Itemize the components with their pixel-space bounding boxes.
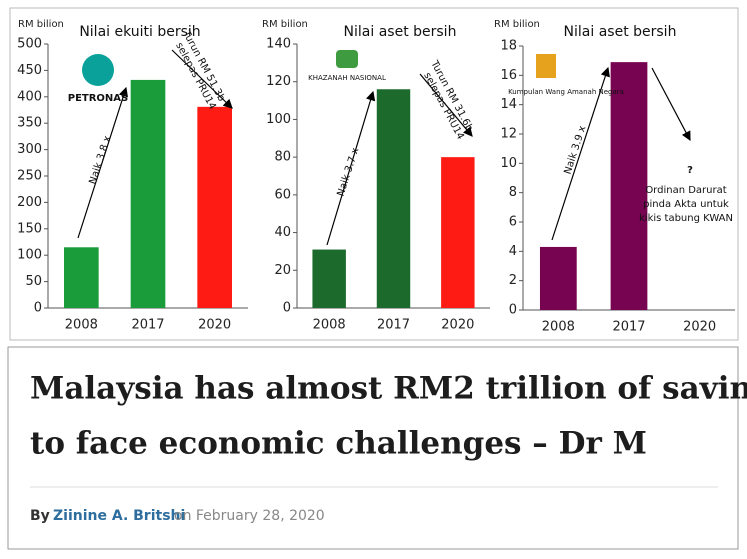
arrow <box>651 67 691 142</box>
byline-prefix: By <box>30 508 50 524</box>
bar <box>539 246 577 310</box>
y-tick-label: 140 <box>266 37 291 52</box>
y-tick-label: 100 <box>17 248 42 263</box>
unit-label: RM bilion <box>262 19 308 30</box>
unit-label: RM bilion <box>494 19 540 30</box>
y-tick-label: 60 <box>274 187 291 202</box>
byline-author: Ziinine A. Britshi <box>53 508 185 524</box>
y-tick-label: 8 <box>509 185 517 200</box>
logo-shape <box>336 50 358 68</box>
arrow <box>326 90 376 246</box>
y-tick-label: 80 <box>274 150 291 165</box>
bar <box>376 89 411 308</box>
chart-title: Nilai aset bersih <box>564 24 677 40</box>
x-tick-label: 2020 <box>441 318 474 333</box>
arrow <box>171 49 233 109</box>
y-tick-label: 120 <box>266 74 291 89</box>
bar <box>64 247 99 308</box>
logo-text: Kumpulan Wang Amanah Negara <box>508 88 624 96</box>
annotation: pinda Akta untuk <box>643 199 729 210</box>
arrow <box>551 66 610 241</box>
logo-shape <box>536 54 556 78</box>
annotation: Naik 3.7 x <box>335 146 361 197</box>
x-tick-label: 2017 <box>131 318 164 333</box>
y-tick-label: 12 <box>500 127 517 142</box>
bar <box>610 62 648 311</box>
headline: Malaysia has almost RM2 trillion of savi… <box>30 371 747 407</box>
y-tick-label: 0 <box>509 303 517 318</box>
y-tick-label: 6 <box>509 215 517 230</box>
y-tick-label: 300 <box>17 142 42 157</box>
chart-panel <box>9 7 739 341</box>
byline-date: on February 28, 2020 <box>174 508 325 524</box>
y-tick-label: 400 <box>17 89 42 104</box>
y-tick-label: 10 <box>500 156 517 171</box>
arrow <box>419 73 473 137</box>
y-tick-label: 20 <box>274 263 291 278</box>
y-tick-label: 18 <box>500 39 517 54</box>
logo-text: PETRONAS <box>68 93 129 104</box>
y-tick-label: 150 <box>17 221 42 236</box>
y-tick-label: 350 <box>17 116 42 131</box>
y-tick-label: 4 <box>509 244 517 259</box>
y-tick-label: 40 <box>274 225 291 240</box>
x-tick-label: 2017 <box>377 318 410 333</box>
unit-label: RM bilion <box>18 19 64 30</box>
annotation: kikis tabung KWAN <box>639 213 733 224</box>
arrow <box>77 86 129 239</box>
y-tick-label: 0 <box>283 301 291 316</box>
y-tick-label: 2 <box>509 273 517 288</box>
x-tick-label: 2008 <box>542 320 575 335</box>
x-tick-label: 2020 <box>198 318 231 333</box>
y-tick-label: 450 <box>17 63 42 78</box>
logo-text: KHAZANAH NASIONAL <box>308 74 386 82</box>
bar <box>312 249 346 308</box>
chart-title: Nilai ekuiti bersih <box>79 24 200 40</box>
y-tick-label: 0 <box>34 301 42 316</box>
annotation: Naik 3.8 x <box>87 134 113 185</box>
bar <box>441 157 475 308</box>
y-tick-label: 200 <box>17 195 42 210</box>
y-tick-label: 14 <box>500 97 517 112</box>
logo-shape <box>82 54 114 86</box>
y-tick-label: 16 <box>500 68 517 83</box>
annotation: ? <box>687 165 693 176</box>
y-tick-label: 50 <box>25 274 42 289</box>
article-box <box>7 346 739 550</box>
annotation: Ordinan Darurat <box>645 185 726 196</box>
bar <box>130 79 166 309</box>
bar <box>197 106 232 308</box>
y-tick-label: 100 <box>266 112 291 127</box>
headline: to face economic challenges – Dr M <box>30 426 647 462</box>
x-tick-label: 2008 <box>65 318 98 333</box>
x-tick-label: 2020 <box>683 320 716 335</box>
y-tick-label: 250 <box>17 169 42 184</box>
x-tick-label: 2008 <box>313 318 346 333</box>
x-tick-label: 2017 <box>612 320 645 335</box>
chart-title: Nilai aset bersih <box>344 24 457 40</box>
y-tick-label: 500 <box>17 37 42 52</box>
